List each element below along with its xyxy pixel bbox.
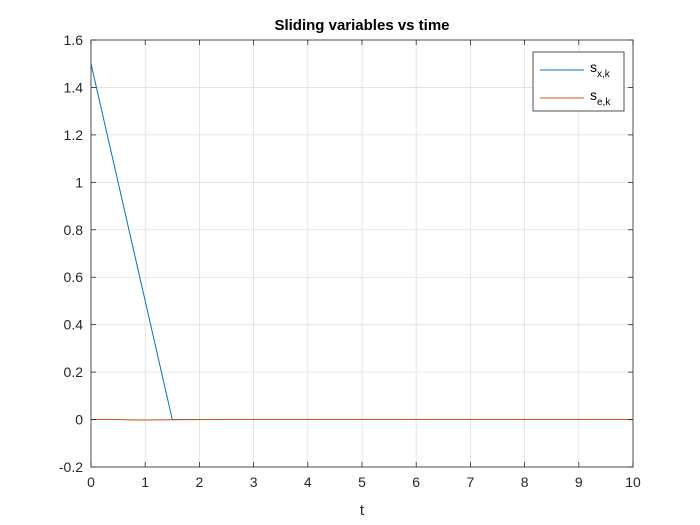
legend-label-subscript: x,k [597, 69, 611, 80]
legend-label-2: se,k [590, 87, 611, 108]
ticks: 0 1 2 3 4 5 6 7 8 9 10-0.200.20.40.60.811.21.41.6 [59, 32, 641, 490]
x-tick-label: 6 [412, 474, 420, 490]
series-layer [90, 63, 633, 421]
legend-label-base: s [590, 59, 597, 75]
x-tick-label: 1 [141, 474, 149, 490]
x-tick-label: 2 [196, 474, 204, 490]
y-tick-label: 0 [75, 412, 83, 428]
x-tick-label: 10 [625, 474, 641, 490]
y-tick-label: 1.6 [64, 32, 84, 48]
legend-label-subscript: e,k [597, 97, 611, 108]
x-tick-label: 9 [575, 474, 583, 490]
legend-label-base: s [590, 87, 597, 103]
chart-title: Sliding variables vs time [274, 17, 449, 34]
y-tick-label: 0.2 [64, 364, 84, 380]
legend-box [532, 51, 625, 112]
x-tick-label: 5 [358, 474, 366, 490]
legend: sx,kse,k [532, 51, 625, 112]
x-tick-label: 7 [467, 474, 475, 490]
y-tick-label: 0.6 [64, 269, 84, 285]
y-tick-label: 0.8 [64, 222, 84, 238]
x-tick-label: 8 [521, 474, 529, 490]
x-tick-label: 4 [304, 474, 312, 490]
x-axis-label: t [360, 502, 365, 519]
y-tick-label: 0.4 [64, 317, 84, 333]
x-tick-label: 0 [87, 474, 95, 490]
x-tick-label: 3 [250, 474, 258, 490]
y-tick-label: -0.2 [59, 459, 83, 475]
y-tick-label: 1.2 [64, 127, 84, 143]
y-tick-label: 1 [75, 174, 83, 190]
y-tick-label: 1.4 [64, 79, 84, 95]
legend-label-1: sx,k [590, 59, 611, 80]
